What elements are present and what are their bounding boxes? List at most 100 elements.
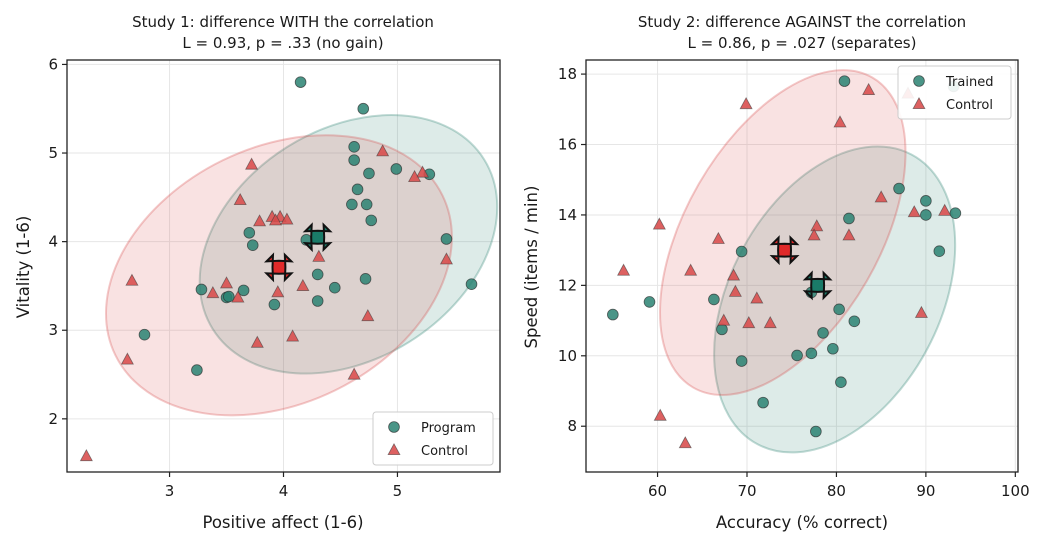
study2-control-point (652, 217, 666, 230)
study1-control-point (280, 212, 294, 225)
study1-x-tick-label: 3 (165, 482, 175, 500)
study1-program-point (360, 198, 373, 211)
study2-group2-centroid (769, 235, 800, 266)
study1-x-tick-label: 4 (279, 482, 289, 500)
study1-control-point (312, 249, 326, 262)
study2-legend-marker-trained (913, 75, 925, 87)
study1-control-point (245, 157, 259, 170)
study2-control-point (727, 268, 741, 281)
study1-y-tick-label: 4 (48, 233, 58, 251)
study2-trained-point (848, 315, 861, 328)
study1-program-point (365, 214, 378, 227)
study1-control-point (79, 449, 93, 462)
study1-program-point (268, 298, 281, 311)
study2-trained-point (949, 207, 962, 219)
study1-title: Study 1: difference WITH the correlation (132, 13, 434, 31)
study2-trained-point (833, 303, 845, 316)
study1-control-point (268, 213, 283, 226)
study1-program-point (359, 273, 372, 285)
study1-y-tick-label: 5 (48, 144, 58, 162)
study2-y-tick-label: 10 (558, 347, 577, 365)
study1-subtitle: L = 0.93, p = .33 (no gain) (182, 34, 383, 52)
study2-control-point (914, 305, 928, 318)
study1-y-axis-label: Vitality (1-6) (14, 216, 33, 319)
study2-trained-point (933, 245, 946, 258)
study1-program-point (348, 141, 360, 153)
study2-control-point (862, 82, 876, 95)
study1-legend: Program Control (372, 411, 494, 466)
study2-subtitle: L = 0.86, p = .027 (separates) (688, 34, 917, 52)
study2-group1-centroid (802, 270, 833, 301)
study1-program-point (191, 364, 203, 376)
study2-panel: Trained Control Study 2: difference AGAINS… (522, 13, 1030, 532)
study2-legend-label-control: Control (946, 98, 993, 113)
study2-legend-marker-control (912, 96, 926, 110)
study2-trained-point (920, 195, 932, 207)
study1-control-point (219, 276, 234, 289)
study1-x-axis-label: Positive affect (1-6) (202, 513, 363, 532)
study1-program-point (311, 268, 324, 281)
study2-title: Study 2: difference AGAINST the correlat… (638, 13, 966, 31)
study1-x-tick-label: 5 (393, 482, 403, 500)
study1-program-point (440, 233, 453, 245)
study1-y-tick-label: 3 (48, 321, 58, 339)
study2-trained-point (810, 425, 822, 438)
study2-y-tick-label: 16 (558, 136, 577, 154)
study2-control-point (742, 316, 756, 329)
study2-control-point (810, 219, 824, 232)
study1-legend-label-program: Program (421, 421, 476, 436)
study1-y-tick-label: 6 (48, 55, 58, 73)
study2-trained-point (757, 396, 769, 409)
study2-control-point (833, 115, 847, 128)
study2-trained-point (643, 296, 656, 308)
study1-control-point (206, 285, 220, 299)
study1-control-point (120, 352, 134, 365)
study1-panel: Program Control Study 1: difference WITH t… (14, 13, 501, 532)
study1-control-point (361, 309, 375, 322)
study2-control-point (684, 263, 698, 276)
study1-control-point (253, 214, 267, 227)
study1-control-point (439, 252, 454, 265)
study2-trained-point (817, 327, 829, 339)
study2-trained-point (805, 347, 818, 360)
study2-x-axis-label: Accuracy (% correct) (716, 513, 888, 532)
study2-y-tick-label: 8 (567, 417, 577, 435)
study2-plot-frame (585, 59, 1019, 473)
study1-program-point (346, 198, 358, 211)
study2-x-tick-label: 100 (1001, 482, 1030, 500)
study1-program-point (351, 183, 364, 196)
study2-legend-box (897, 65, 1012, 120)
study1-group2-centroid (263, 252, 294, 283)
study2-trained-point (607, 308, 619, 321)
study1-program-point (311, 295, 324, 307)
study1-program-point (246, 239, 259, 251)
study2-control-point (711, 231, 725, 244)
study1-legend-marker-control (387, 442, 401, 456)
study2-legend-label-trained: Trained (945, 75, 993, 90)
study2-x-tick-label: 80 (827, 482, 846, 500)
study2-control-point (678, 436, 692, 449)
study1-program-point (237, 284, 250, 297)
study2-x-tick-label: 60 (648, 482, 667, 500)
study2-control-point (874, 190, 888, 203)
study2-y-axis-label: Speed (items / min) (522, 186, 541, 349)
study1-group1-centroid (302, 222, 333, 253)
study2-trained-point (827, 342, 839, 355)
study2-trained-point (920, 209, 932, 221)
study2-control-point (763, 316, 777, 329)
study2-trained-point (835, 376, 847, 389)
study1-control-point (233, 192, 247, 206)
study2-y-tick-label: 14 (558, 206, 577, 224)
study2-trained-point (893, 182, 905, 195)
study1-program-point (195, 283, 208, 296)
study1-control-point (407, 169, 422, 183)
study1-program-point (465, 278, 478, 290)
study1-program-point (294, 76, 307, 88)
study1-control-point (296, 278, 310, 291)
study1-program-point (363, 167, 375, 180)
study2-control-point (617, 263, 631, 276)
study1-program-point (348, 154, 360, 166)
study1-control-point (231, 290, 245, 303)
study1-program-point (243, 226, 256, 239)
study1-control-point (271, 285, 285, 298)
